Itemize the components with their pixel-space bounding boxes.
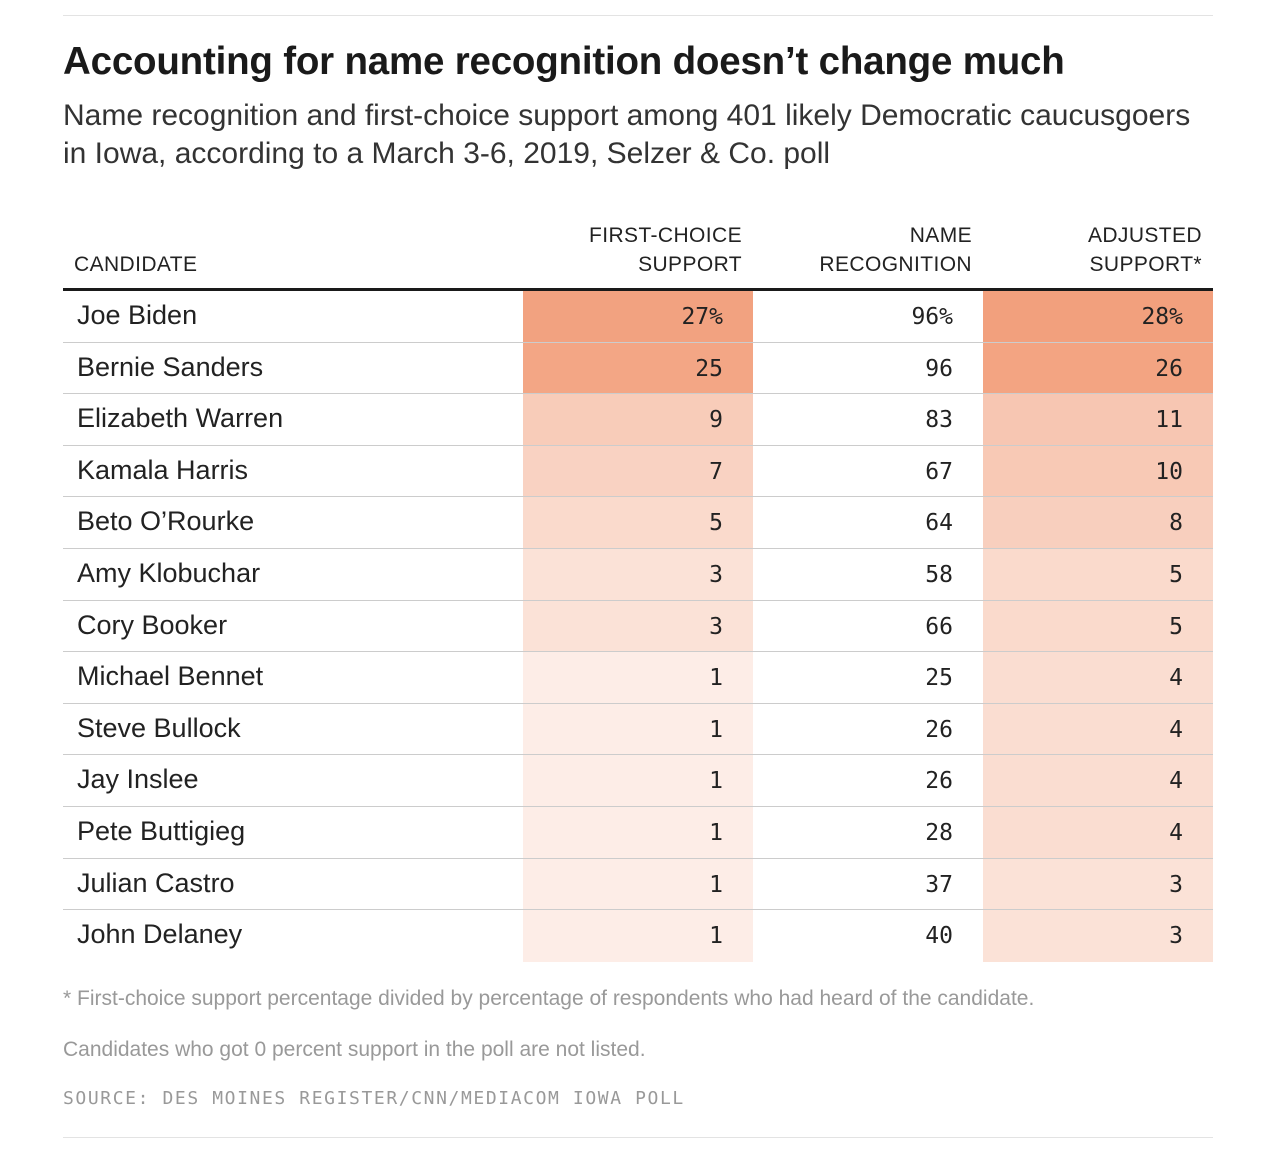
first-choice-support-value: 1: [523, 806, 753, 858]
adjusted-support-value: 26: [983, 342, 1213, 394]
header-adjusted-support: ADJUSTED SUPPORT*: [1087, 224, 1202, 276]
name-recognition-value: 25: [925, 665, 953, 692]
candidate-name: Beto O’Rourke: [77, 506, 255, 537]
table-row: Kamala Harris 7 67 10: [63, 445, 1213, 498]
chart-subtitle: Name recognition and first-choice suppor…: [63, 99, 1191, 170]
table-row: Michael Bennet 1 25 4: [63, 652, 1213, 704]
name-recognition-value: 26: [925, 716, 953, 743]
candidate-name: Pete Buttigieg: [77, 815, 246, 846]
name-recognition-value: 96: [925, 355, 953, 382]
name-recognition-value: 58: [925, 561, 953, 588]
top-rule: [63, 15, 1213, 16]
first-choice-support-value: 1: [523, 652, 753, 703]
first-choice-support-value: 3: [523, 548, 753, 600]
name-recognition-value: 40: [925, 923, 953, 950]
first-choice-support-value: 1: [523, 858, 753, 910]
first-choice-support-value: 5: [523, 497, 753, 548]
table-row: Joe Biden 27% 96% 28%: [63, 291, 1213, 343]
table-row: Beto O’Rourke 5 64 8: [63, 497, 1213, 549]
table-row: John Delaney 1 40 3: [63, 910, 1213, 962]
exclusion-note: Candidates who got 0 percent support in …: [63, 1038, 646, 1061]
table-row: Bernie Sanders 25 96 26: [63, 342, 1213, 395]
first-choice-support-value: 3: [523, 600, 753, 652]
header-candidate: CANDIDATE: [74, 253, 198, 276]
table-body: Joe Biden 27% 96% 28% Bernie Sanders 25 96 26 El…: [63, 291, 1213, 962]
candidate-name: Julian Castro: [77, 867, 235, 898]
header-first-choice-support: FIRST-CHOICE SUPPORT: [589, 224, 742, 276]
adjusted-support-value: 4: [983, 703, 1213, 755]
name-recognition-value: 66: [925, 613, 953, 640]
candidate-name: Steve Bullock: [77, 712, 241, 743]
adjusted-support-value: 4: [983, 755, 1213, 806]
adjusted-support-value: 4: [983, 652, 1213, 703]
table-row: Elizabeth Warren 9 83 11: [63, 394, 1213, 446]
name-recognition-value: 26: [925, 768, 953, 795]
first-choice-support-value: 7: [523, 445, 753, 497]
candidate-name: Bernie Sanders: [77, 351, 264, 382]
name-recognition-value: 96%: [911, 304, 953, 330]
candidate-name: Elizabeth Warren: [77, 403, 284, 434]
name-recognition-value: 37: [925, 871, 953, 898]
table-row: Pete Buttigieg 1 28 4: [63, 806, 1213, 859]
adjusted-support-value: 10: [983, 445, 1213, 497]
first-choice-support-value: 1: [523, 703, 753, 755]
chart-title: Accounting for name recognition doesn’t …: [63, 40, 1065, 83]
adjusted-support-value: 8: [983, 497, 1213, 548]
adjusted-support-value: 3: [983, 910, 1213, 962]
table-row: Amy Klobuchar 3 58 5: [63, 548, 1213, 601]
candidate-name: Kamala Harris: [77, 454, 249, 485]
first-choice-support-value: 27%: [523, 291, 753, 342]
header-name-recognition: NAME RECOGNITION: [819, 224, 972, 276]
name-recognition-value: 64: [925, 510, 953, 537]
adjusted-support-value: 4: [983, 806, 1213, 858]
header-divider: [63, 288, 1213, 291]
first-choice-support-value: 1: [523, 910, 753, 962]
adjusted-support-value: 5: [983, 600, 1213, 652]
bottom-rule: [63, 1137, 1213, 1138]
candidate-name: John Delaney: [77, 919, 243, 950]
table-row: Julian Castro 1 37 3: [63, 858, 1213, 911]
footnote: * First-choice support percentage divide…: [63, 987, 1035, 1010]
first-choice-support-value: 1: [523, 755, 753, 806]
name-recognition-value: 67: [925, 458, 953, 485]
first-choice-support-value: 9: [523, 394, 753, 445]
candidate-name: Cory Booker: [77, 609, 228, 640]
candidate-name: Amy Klobuchar: [77, 557, 261, 588]
source-line: SOURCE: DES MOINES REGISTER/CNN/MEDIACOM…: [63, 1088, 685, 1109]
table-header: CANDIDATE FIRST-CHOICE SUPPORT NAME RECO…: [63, 218, 1213, 288]
adjusted-support-value: 11: [983, 394, 1213, 445]
candidate-name: Jay Inslee: [77, 764, 199, 795]
poll-table: CANDIDATE FIRST-CHOICE SUPPORT NAME RECO…: [63, 218, 1213, 962]
candidate-name: Joe Biden: [77, 300, 198, 330]
adjusted-support-value: 3: [983, 858, 1213, 910]
candidate-name: Michael Bennet: [77, 661, 264, 692]
adjusted-support-value: 5: [983, 548, 1213, 600]
first-choice-support-value: 25: [523, 342, 753, 394]
table-row: Steve Bullock 1 26 4: [63, 703, 1213, 756]
name-recognition-value: 83: [925, 407, 953, 434]
table-row: Jay Inslee 1 26 4: [63, 755, 1213, 807]
name-recognition-value: 28: [925, 819, 953, 846]
adjusted-support-value: 28%: [983, 291, 1213, 342]
table-row: Cory Booker 3 66 5: [63, 600, 1213, 653]
